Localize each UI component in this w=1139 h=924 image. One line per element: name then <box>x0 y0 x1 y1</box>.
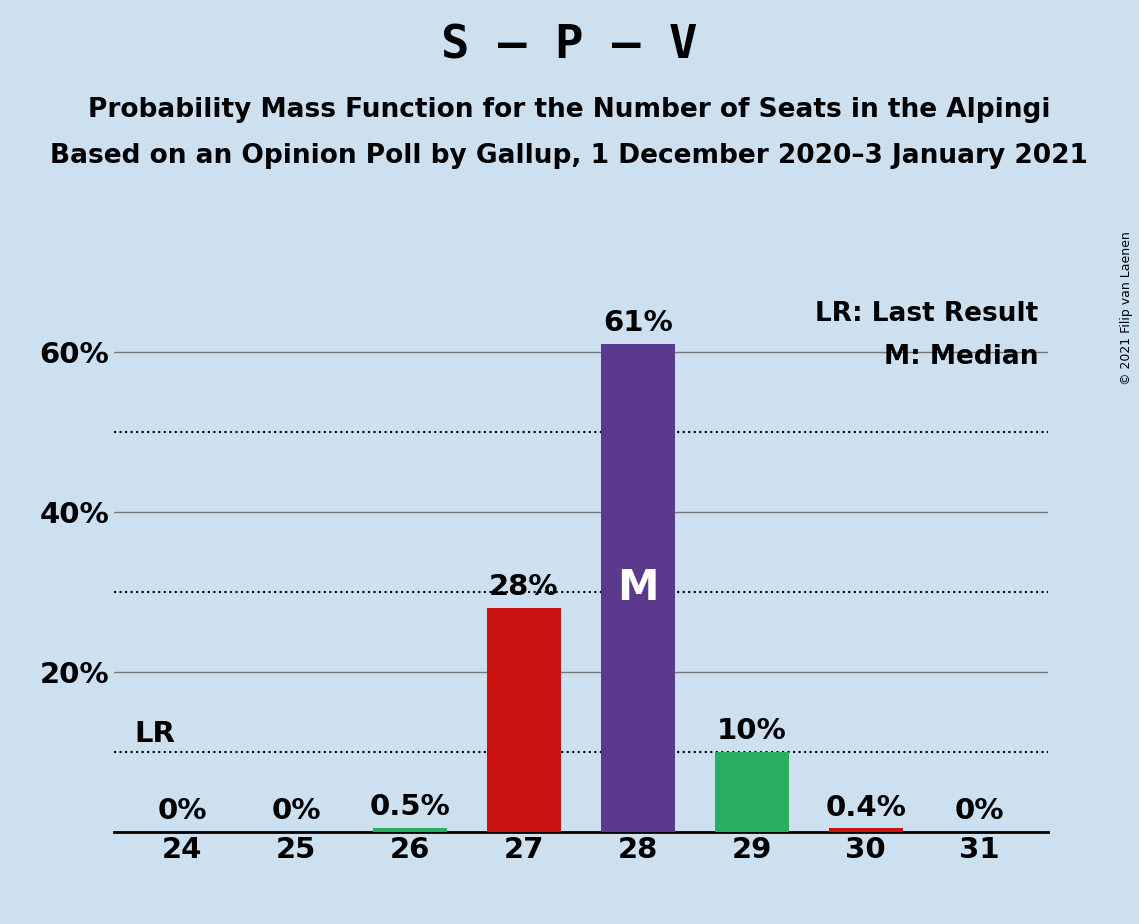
Text: 0.5%: 0.5% <box>370 793 450 821</box>
Text: 0%: 0% <box>954 797 1005 825</box>
Text: 61%: 61% <box>603 310 673 337</box>
Text: 10%: 10% <box>716 717 787 746</box>
Text: 0.4%: 0.4% <box>825 794 907 822</box>
Text: S – P – V: S – P – V <box>441 23 698 68</box>
Text: M: M <box>617 566 658 609</box>
Text: Based on an Opinion Poll by Gallup, 1 December 2020–3 January 2021: Based on an Opinion Poll by Gallup, 1 De… <box>50 143 1089 169</box>
Text: 28%: 28% <box>489 573 559 602</box>
Bar <box>829 829 903 832</box>
Text: 0%: 0% <box>157 797 207 825</box>
Text: Probability Mass Function for the Number of Seats in the Alpingi: Probability Mass Function for the Number… <box>88 97 1051 123</box>
Bar <box>374 828 448 832</box>
Text: M: Median: M: Median <box>884 344 1039 370</box>
Bar <box>487 608 560 832</box>
Text: LR: LR <box>134 720 175 748</box>
Text: 0%: 0% <box>271 797 321 825</box>
Text: LR: Last Result: LR: Last Result <box>816 301 1039 327</box>
Text: © 2021 Filip van Laenen: © 2021 Filip van Laenen <box>1121 231 1133 384</box>
Bar <box>601 344 674 832</box>
Bar <box>715 751 788 832</box>
